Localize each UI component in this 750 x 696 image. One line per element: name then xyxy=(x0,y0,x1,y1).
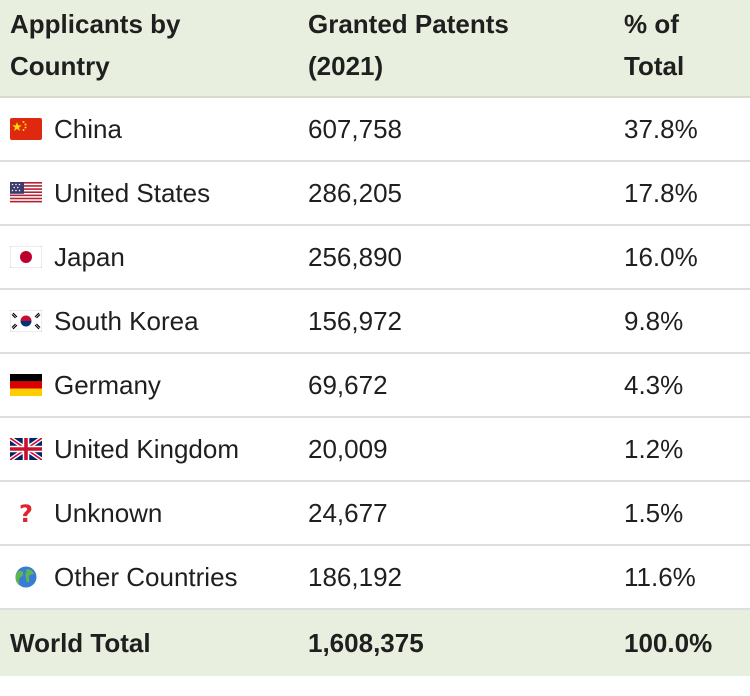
south-korea-flag-icon xyxy=(10,310,42,332)
header-patents: Granted Patents (2021) xyxy=(298,0,614,96)
table-header: Applicants by Country Granted Patents (2… xyxy=(0,0,750,98)
patents-cell: 186,192 xyxy=(308,561,402,592)
united-states-flag-icon xyxy=(10,182,42,204)
table-row: Germany 69,672 4.3% xyxy=(0,354,750,418)
country-cell: South Korea xyxy=(0,306,298,337)
germany-flag-icon xyxy=(10,374,42,396)
country-name: China xyxy=(54,113,122,144)
pct-cell: 1.2% xyxy=(624,433,684,464)
patents-cell: 24,677 xyxy=(308,497,388,528)
patents-table: Applicants by Country Granted Patents (2… xyxy=(0,0,750,676)
country-name: United States xyxy=(54,177,211,208)
country-name: Other Countries xyxy=(54,561,238,592)
header-patents-line2: (2021) xyxy=(308,51,384,81)
footer-patents: 1,608,375 xyxy=(308,627,424,658)
pct-cell: 16.0% xyxy=(624,241,698,272)
header-patents-line1: Granted Patents xyxy=(308,9,509,39)
table-row: South Korea 156,972 9.8% xyxy=(0,290,750,354)
header-pct-line1: % of xyxy=(624,9,679,39)
country-name: United Kingdom xyxy=(54,433,239,464)
globe-icon xyxy=(10,566,42,588)
table-row: United Kingdom 20,009 1.2% xyxy=(0,418,750,482)
patents-cell: 286,205 xyxy=(308,177,402,208)
header-pct-line2: Total xyxy=(624,51,685,81)
country-name: Japan xyxy=(54,241,125,272)
footer-label: World Total xyxy=(10,627,151,658)
table-row: United States 286,205 17.8% xyxy=(0,162,750,226)
header-pct: % of Total xyxy=(614,0,750,96)
country-name: Germany xyxy=(54,369,161,400)
patents-cell: 256,890 xyxy=(308,241,402,272)
country-cell: ? Unknown xyxy=(0,498,298,529)
country-cell: United States xyxy=(0,178,298,209)
question-mark-icon: ? xyxy=(10,502,42,524)
patents-cell: 156,972 xyxy=(308,305,402,336)
country-cell: United Kingdom xyxy=(0,434,298,465)
pct-cell: 37.8% xyxy=(624,113,698,144)
pct-cell: 9.8% xyxy=(624,305,684,336)
table-row: ? Unknown 24,677 1.5% xyxy=(0,482,750,546)
country-name: Unknown xyxy=(54,497,163,528)
patents-cell: 607,758 xyxy=(308,113,402,144)
pct-cell: 4.3% xyxy=(624,369,684,400)
footer-pct: 100.0% xyxy=(624,627,713,658)
japan-flag-icon xyxy=(10,246,42,268)
patents-cell: 69,672 xyxy=(308,369,388,400)
table-footer: World Total 1,608,375 100.0% xyxy=(0,610,750,676)
header-country-line1: Applicants by xyxy=(10,9,181,39)
country-cell: Other Countries xyxy=(0,562,298,593)
pct-cell: 11.6% xyxy=(624,561,696,592)
country-name: South Korea xyxy=(54,305,199,336)
svg-text:?: ? xyxy=(19,502,33,524)
country-cell: China xyxy=(0,114,298,145)
patents-cell: 20,009 xyxy=(308,433,388,464)
pct-cell: 17.8% xyxy=(624,177,698,208)
pct-cell: 1.5% xyxy=(624,497,684,528)
table-row: Other Countries 186,192 11.6% xyxy=(0,546,750,610)
table-body: China 607,758 37.8% United States 286,205 17.… xyxy=(0,98,750,610)
header-country: Applicants by Country xyxy=(0,0,298,96)
header-country-line2: Country xyxy=(10,51,110,81)
country-cell: Germany xyxy=(0,370,298,401)
china-flag-icon xyxy=(10,118,42,140)
table-row: Japan 256,890 16.0% xyxy=(0,226,750,290)
country-cell: Japan xyxy=(0,242,298,273)
united-kingdom-flag-icon xyxy=(10,438,42,460)
table-row: China 607,758 37.8% xyxy=(0,98,750,162)
